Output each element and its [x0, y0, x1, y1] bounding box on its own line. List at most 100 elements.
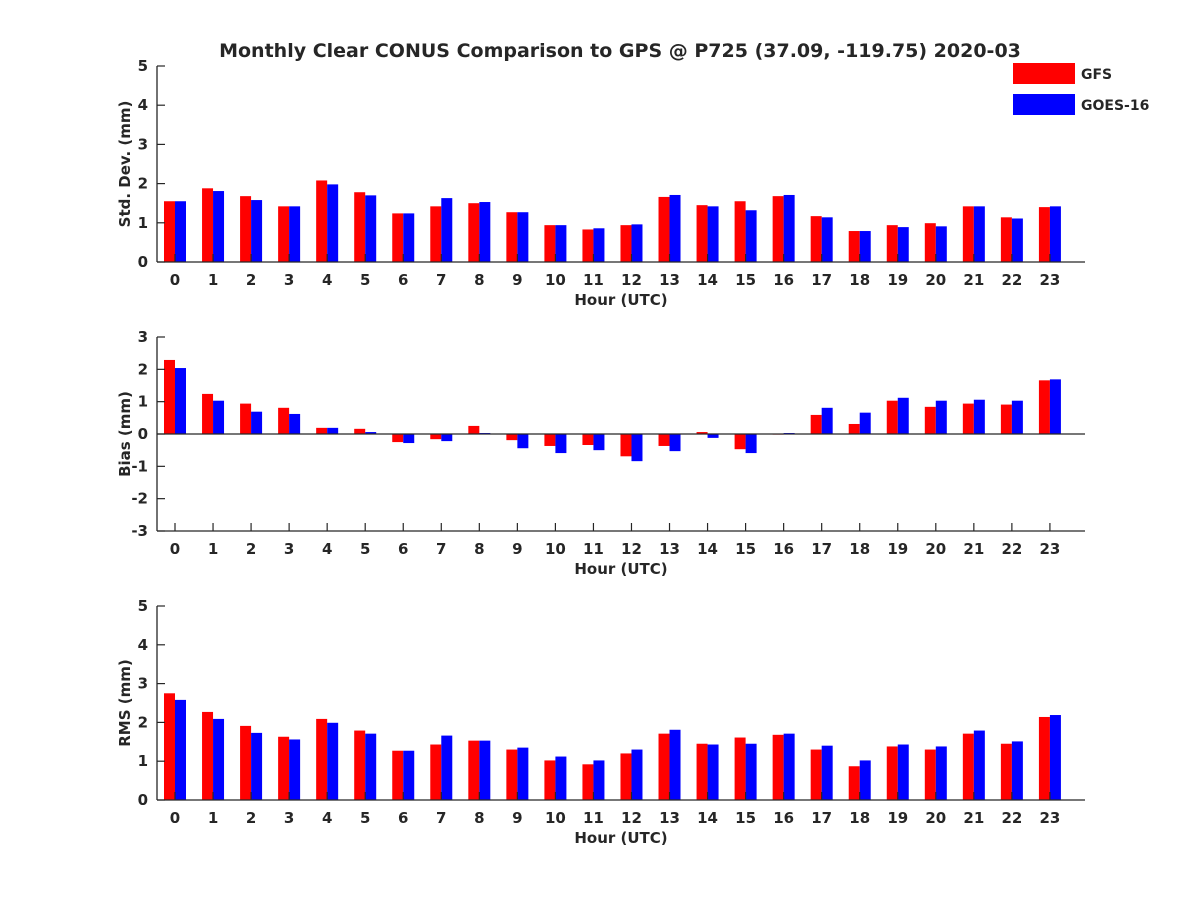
bar-rms-gfs-16: [772, 734, 784, 800]
bar-stddev-gfs-15: [734, 201, 746, 262]
legend-swatch-gfs: [1013, 63, 1075, 84]
x-tick-label-rms-22: 22: [1001, 809, 1022, 827]
legend-swatch-goes-16: [1013, 94, 1075, 115]
bar-bias-goes-16-17: [821, 407, 833, 434]
bar-stddev-goes-16-12: [631, 224, 643, 262]
bar-rms-goes-16-4: [327, 722, 339, 800]
bar-rms-goes-16-14: [707, 744, 719, 800]
x-tick-label-bias-15: 15: [735, 540, 756, 558]
x-tick-label-bias-7: 7: [436, 540, 446, 558]
x-axis-label-rms: Hour (UTC): [574, 829, 667, 847]
x-tick-label-stddev-15: 15: [735, 271, 756, 289]
bar-stddev-goes-16-19: [897, 227, 909, 262]
x-tick-label-bias-20: 20: [925, 540, 946, 558]
bar-stddev-goes-16-23: [1049, 206, 1061, 262]
bar-bias-gfs-5: [354, 428, 366, 434]
y-tick-label-rms-5: 5: [138, 597, 148, 615]
bar-stddev-gfs-2: [240, 196, 252, 262]
x-tick-label-bias-18: 18: [849, 540, 870, 558]
x-tick-label-stddev-14: 14: [697, 271, 718, 289]
bar-bias-gfs-0: [164, 359, 175, 434]
x-tick-label-rms-6: 6: [398, 809, 408, 827]
bar-stddev-goes-16-17: [821, 217, 833, 262]
x-tick-label-rms-23: 23: [1039, 809, 1060, 827]
bar-stddev-goes-16-7: [441, 198, 453, 262]
bar-bias-goes-16-1: [213, 400, 225, 434]
bar-rms-gfs-0: [164, 693, 175, 800]
x-tick-label-stddev-7: 7: [436, 271, 446, 289]
bar-stddev-goes-16-3: [289, 206, 301, 262]
bar-rms-gfs-17: [810, 749, 822, 800]
bar-stddev-goes-16-15: [745, 210, 757, 262]
bar-bias-goes-16-0: [175, 368, 186, 434]
y-tick-label-stddev-5: 5: [138, 57, 148, 75]
bar-rms-gfs-2: [240, 725, 252, 800]
bar-rms-goes-16-5: [365, 733, 377, 800]
bar-stddev-goes-16-10: [555, 225, 567, 262]
x-tick-label-stddev-1: 1: [208, 271, 218, 289]
bar-rms-goes-16-12: [631, 749, 643, 800]
bar-rms-gfs-15: [734, 737, 746, 800]
x-tick-label-bias-4: 4: [322, 540, 332, 558]
x-tick-label-rms-20: 20: [925, 809, 946, 827]
x-tick-label-stddev-17: 17: [811, 271, 832, 289]
bar-rms-goes-16-20: [935, 746, 947, 800]
bar-bias-gfs-11: [582, 434, 594, 445]
x-tick-label-bias-5: 5: [360, 540, 370, 558]
x-tick-label-bias-23: 23: [1039, 540, 1060, 558]
bar-stddev-gfs-17: [810, 216, 822, 262]
y-tick-label-bias-2: 2: [138, 360, 148, 378]
x-tick-label-rms-3: 3: [284, 809, 294, 827]
y-tick-label-bias-3: 3: [138, 328, 148, 346]
bar-bias-gfs-21: [962, 403, 974, 434]
x-tick-label-stddev-10: 10: [545, 271, 566, 289]
bar-bias-goes-16-6: [403, 434, 415, 444]
y-tick-label-rms-4: 4: [138, 636, 148, 654]
x-tick-label-rms-14: 14: [697, 809, 718, 827]
x-tick-label-stddev-22: 22: [1001, 271, 1022, 289]
bar-stddev-gfs-7: [430, 206, 442, 262]
bar-stddev-goes-16-18: [859, 231, 871, 262]
x-tick-label-bias-2: 2: [246, 540, 256, 558]
x-tick-label-stddev-5: 5: [360, 271, 370, 289]
x-tick-label-rms-10: 10: [545, 809, 566, 827]
bar-rms-goes-16-19: [897, 744, 909, 800]
bar-bias-goes-16-4: [327, 427, 339, 434]
y-tick-label-rms-1: 1: [138, 752, 148, 770]
y-axis-label-rms: RMS (mm): [116, 659, 134, 746]
bar-bias-gfs-17: [810, 414, 822, 434]
bar-bias-gfs-3: [278, 407, 290, 434]
y-tick-label-stddev-2: 2: [138, 175, 148, 193]
bar-rms-goes-16-1: [213, 718, 225, 800]
bar-bias-gfs-10: [544, 434, 556, 446]
bar-stddev-gfs-11: [582, 229, 594, 262]
x-tick-label-stddev-19: 19: [887, 271, 908, 289]
bar-bias-gfs-9: [506, 434, 518, 441]
bar-rms-gfs-7: [430, 744, 442, 800]
bar-rms-goes-16-21: [973, 730, 985, 800]
bar-bias-goes-16-18: [859, 412, 871, 434]
x-tick-label-rms-1: 1: [208, 809, 218, 827]
bar-bias-goes-16-13: [669, 434, 681, 452]
bar-rms-goes-16-0: [175, 699, 186, 800]
bar-stddev-gfs-14: [696, 205, 708, 262]
bar-bias-gfs-4: [316, 427, 328, 434]
bar-bias-goes-16-21: [973, 399, 985, 434]
bar-stddev-gfs-5: [354, 192, 366, 262]
bar-bias-goes-16-2: [251, 411, 263, 434]
bar-stddev-goes-16-0: [175, 201, 186, 262]
bar-bias-goes-16-11: [593, 434, 605, 451]
bar-stddev-goes-16-11: [593, 228, 605, 262]
bar-stddev-goes-16-14: [707, 206, 719, 262]
bar-rms-gfs-21: [962, 733, 974, 800]
x-tick-label-rms-19: 19: [887, 809, 908, 827]
x-tick-label-bias-19: 19: [887, 540, 908, 558]
bar-stddev-goes-16-16: [783, 194, 795, 262]
y-tick-label-rms-2: 2: [138, 713, 148, 731]
x-tick-label-stddev-13: 13: [659, 271, 680, 289]
x-tick-label-rms-5: 5: [360, 809, 370, 827]
x-tick-label-stddev-9: 9: [512, 271, 522, 289]
y-tick-label-bias--3: -3: [131, 522, 148, 540]
bar-bias-goes-16-3: [289, 413, 301, 434]
